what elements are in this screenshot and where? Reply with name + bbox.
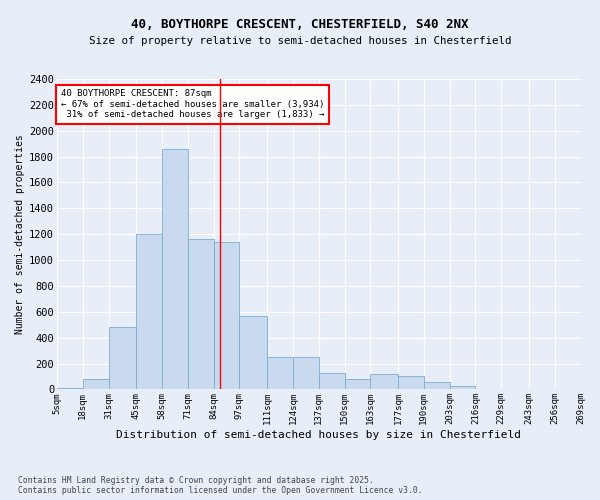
Bar: [293, 357, 319, 390]
Bar: [214, 242, 239, 390]
X-axis label: Distribution of semi-detached houses by size in Chesterfield: Distribution of semi-detached houses by …: [116, 430, 521, 440]
Bar: [109, 328, 136, 390]
Bar: [162, 149, 188, 390]
Bar: [267, 357, 293, 390]
Text: Size of property relative to semi-detached houses in Chesterfield: Size of property relative to semi-detach…: [89, 36, 511, 46]
Bar: [370, 374, 398, 390]
Text: 40, BOYTHORPE CRESCENT, CHESTERFIELD, S40 2NX: 40, BOYTHORPE CRESCENT, CHESTERFIELD, S4…: [131, 18, 469, 30]
Bar: [83, 379, 109, 390]
Y-axis label: Number of semi-detached properties: Number of semi-detached properties: [15, 134, 25, 334]
Bar: [398, 376, 424, 390]
Bar: [319, 372, 344, 390]
Bar: [239, 316, 267, 390]
Bar: [424, 382, 449, 390]
Bar: [136, 234, 162, 390]
Bar: [57, 388, 83, 390]
Text: 40 BOYTHORPE CRESCENT: 87sqm
← 67% of semi-detached houses are smaller (3,934)
 : 40 BOYTHORPE CRESCENT: 87sqm ← 67% of se…: [61, 90, 324, 119]
Bar: [449, 386, 475, 390]
Bar: [188, 240, 214, 390]
Text: Contains HM Land Registry data © Crown copyright and database right 2025.
Contai: Contains HM Land Registry data © Crown c…: [18, 476, 422, 495]
Bar: [344, 379, 370, 390]
